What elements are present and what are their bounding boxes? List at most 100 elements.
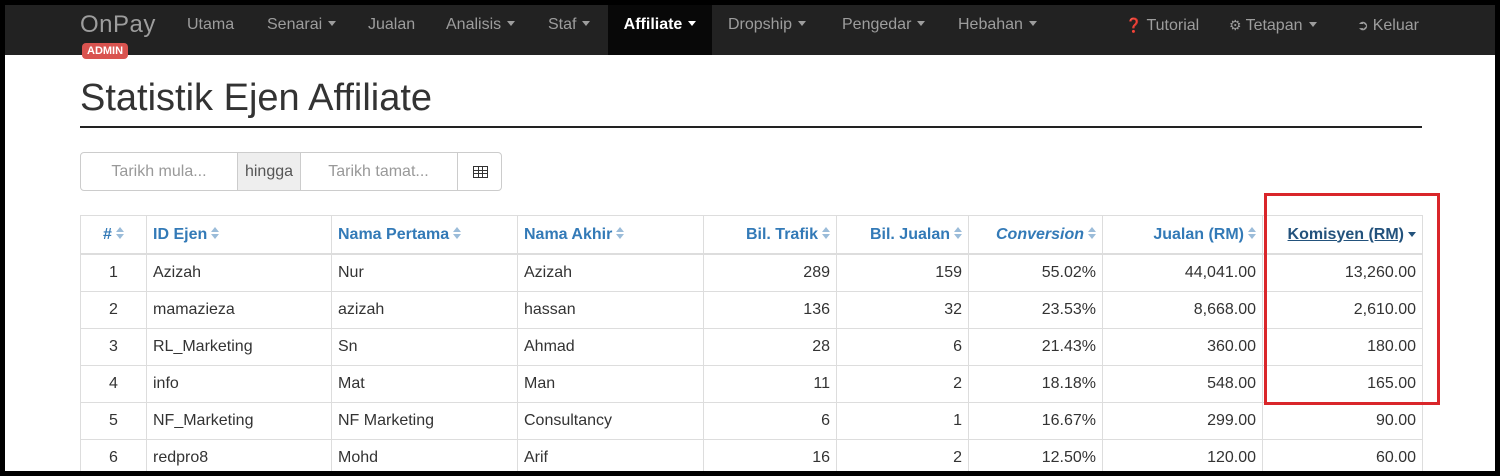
table-icon: [472, 165, 488, 178]
cell-number: 3: [80, 328, 147, 366]
nav-item-affiliate[interactable]: Affiliate: [608, 5, 712, 55]
cell-conversion: 18.18%: [968, 365, 1103, 403]
cell-jualan: 299.00: [1102, 402, 1263, 440]
top-navbar: OnPay ADMIN Utama Senarai Jualan Analisi…: [5, 5, 1495, 59]
cell-id-ejen: info: [146, 365, 332, 403]
sign-out-icon: ➲: [1357, 17, 1369, 33]
cell-nama-akhir: Arif: [517, 439, 704, 471]
column-header-nama-akhir[interactable]: Nama Akhir: [517, 215, 704, 255]
start-date-input[interactable]: [81, 153, 237, 190]
cell-conversion: 16.67%: [968, 402, 1103, 440]
nav-item-jualan[interactable]: Jualan: [368, 16, 416, 33]
cell-bil-trafik: 136: [703, 291, 837, 329]
sort-icon: [1088, 227, 1096, 240]
table-row: 6 redpro8 Mohd Arif 16 2 12.50% 120.00 60.00: [80, 439, 1423, 471]
nav-item-senarai[interactable]: Senarai: [267, 5, 337, 55]
nav-item-analisis[interactable]: Analisis: [446, 5, 516, 55]
cell-nama-akhir: Man: [517, 365, 704, 403]
nav-item-staf[interactable]: Staf: [548, 5, 591, 55]
cell-number: 1: [80, 253, 147, 292]
cell-nama-akhir: Azizah: [517, 253, 704, 292]
sort-desc-icon: [1408, 231, 1416, 237]
cell-bil-jualan: 32: [836, 291, 969, 329]
cell-number: 4: [80, 365, 147, 403]
cell-nama-pertama: Sn: [331, 328, 518, 366]
table-row: 1 Azizah Nur Azizah 289 159 55.02% 44,041.00 13,…: [80, 253, 1423, 292]
column-header-conversion[interactable]: Conversion: [968, 215, 1103, 255]
cell-nama-akhir: Consultancy: [517, 402, 704, 440]
chevron-down-icon: [507, 21, 516, 27]
cell-id-ejen: redpro8: [146, 439, 332, 471]
cell-bil-jualan: 6: [836, 328, 969, 366]
cell-id-ejen: mamazieza: [146, 291, 332, 329]
sort-icon: [211, 227, 220, 240]
table-row: 4 info Mat Man 11 2 18.18% 548.00 165.00: [80, 365, 1423, 403]
cell-bil-jualan: 2: [836, 365, 969, 403]
cell-bil-jualan: 159: [836, 253, 969, 292]
table-row: 2 mamazieza azizah hassan 136 32 23.53% 8,668.0…: [80, 291, 1423, 329]
nav-item-tutorial[interactable]: ❓ Tutorial: [1125, 5, 1199, 55]
chevron-down-icon: [328, 21, 337, 27]
cell-nama-pertama: NF Marketing: [331, 402, 518, 440]
cell-nama-pertama: Mohd: [331, 439, 518, 471]
cell-bil-jualan: 1: [836, 402, 969, 440]
brand-logo[interactable]: OnPay ADMIN: [80, 11, 158, 63]
chevron-down-icon: [688, 21, 697, 27]
cell-jualan: 44,041.00: [1102, 253, 1263, 292]
sort-icon: [822, 227, 830, 240]
chevron-down-icon: [582, 21, 591, 27]
cell-jualan: 360.00: [1102, 328, 1263, 366]
column-header-komisyen-rm[interactable]: Komisyen (RM): [1262, 215, 1423, 255]
nav-item-keluar[interactable]: ➲ Keluar: [1357, 5, 1419, 55]
nav-item-utama[interactable]: Utama: [187, 16, 235, 33]
chevron-down-icon: [1028, 21, 1037, 27]
cell-komisyen: 2,610.00: [1262, 291, 1423, 329]
nav-item-tetapan[interactable]: ⚙ Tetapan: [1229, 5, 1317, 55]
cell-number: 5: [80, 402, 147, 440]
date-range-separator: hingga: [237, 153, 301, 190]
chevron-down-icon: [1308, 22, 1317, 28]
cell-jualan: 120.00: [1102, 439, 1263, 471]
nav-item-hebahan[interactable]: Hebahan: [958, 5, 1037, 55]
cell-id-ejen: NF_Marketing: [146, 402, 332, 440]
question-circle-icon: ❓: [1125, 17, 1143, 33]
nav-item-dropship[interactable]: Dropship: [728, 5, 807, 55]
chevron-down-icon: [917, 21, 926, 27]
cell-number: 6: [80, 439, 147, 471]
cell-jualan: 8,668.00: [1102, 291, 1263, 329]
brand-name: OnPay: [80, 11, 156, 38]
column-header-number[interactable]: #: [80, 215, 147, 255]
sort-icon: [1248, 227, 1256, 240]
cell-bil-trafik: 11: [703, 365, 837, 403]
cell-nama-pertama: azizah: [331, 291, 518, 329]
sort-icon: [954, 227, 962, 240]
table-row: 3 RL_Marketing Sn Ahmad 28 6 21.43% 360.00 180.0…: [80, 328, 1423, 366]
column-header-jualan-rm[interactable]: Jualan (RM): [1102, 215, 1263, 255]
column-header-bil-trafik[interactable]: Bil. Trafik: [703, 215, 837, 255]
cogs-icon: ⚙: [1229, 17, 1242, 33]
cell-bil-jualan: 2: [836, 439, 969, 471]
cell-jualan: 548.00: [1102, 365, 1263, 403]
table-header-row: # ID Ejen Nama Pertama Nama Akhir Bil. T…: [80, 215, 1423, 255]
cell-id-ejen: Azizah: [146, 253, 332, 292]
column-header-nama-pertama[interactable]: Nama Pertama: [331, 215, 518, 255]
calendar-button[interactable]: [457, 153, 502, 190]
app-frame: OnPay ADMIN Utama Senarai Jualan Analisi…: [5, 5, 1495, 471]
cell-nama-akhir: hassan: [517, 291, 704, 329]
cell-nama-pertama: Mat: [331, 365, 518, 403]
cell-komisyen: 180.00: [1262, 328, 1423, 366]
nav-item-pengedar[interactable]: Pengedar: [842, 5, 926, 55]
cell-komisyen: 60.00: [1262, 439, 1423, 471]
cell-nama-pertama: Nur: [331, 253, 518, 292]
column-header-bil-jualan[interactable]: Bil. Jualan: [836, 215, 969, 255]
affiliate-stats-table: # ID Ejen Nama Pertama Nama Akhir Bil. T…: [80, 215, 1423, 471]
cell-conversion: 21.43%: [968, 328, 1103, 366]
title-divider: [80, 126, 1422, 128]
cell-conversion: 23.53%: [968, 291, 1103, 329]
column-header-id-ejen[interactable]: ID Ejen: [146, 215, 332, 255]
cell-bil-trafik: 16: [703, 439, 837, 471]
cell-number: 2: [80, 291, 147, 329]
cell-nama-akhir: Ahmad: [517, 328, 704, 366]
end-date-input[interactable]: [300, 153, 457, 190]
cell-bil-trafik: 289: [703, 253, 837, 292]
